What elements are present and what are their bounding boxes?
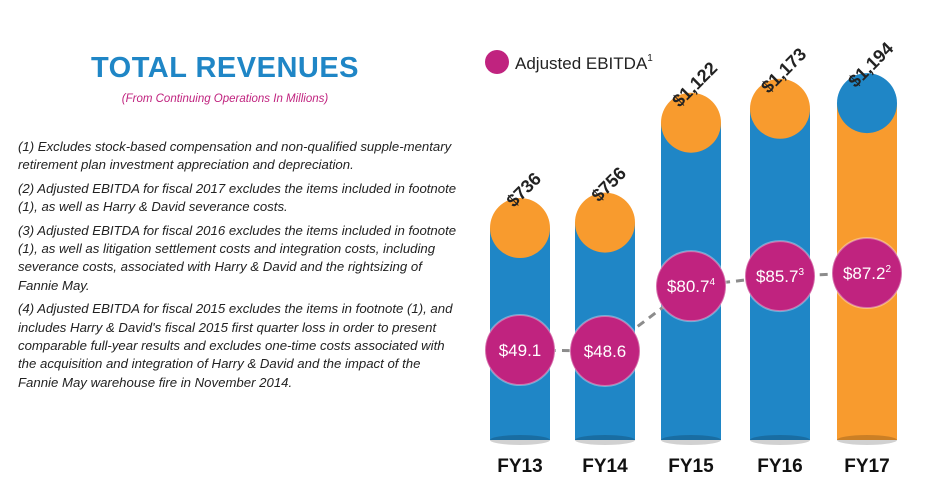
- legend-ebitda-marker: [485, 50, 509, 74]
- ebitda-marker: [745, 241, 815, 312]
- ebitda-value-label: $49.1: [499, 341, 542, 360]
- left-panel: TOTAL REVENUES (From Continuing Operatio…: [18, 52, 463, 397]
- revenue-cap: [837, 73, 897, 134]
- ebitda-value-text: $49.1: [499, 341, 542, 360]
- ebitda-marker: [570, 316, 640, 387]
- ebitda-value-text: $48.6: [584, 342, 627, 361]
- ebitda-footnote-marker: 3: [798, 267, 804, 278]
- ebitda-marker-ring: [744, 240, 816, 313]
- footnote-3: (3) Adjusted EBITDA for fiscal 2016 excl…: [18, 222, 457, 293]
- bar-base-shadow: [575, 435, 635, 445]
- bar-base-shadow: [490, 435, 550, 445]
- ebitda-value-text: $85.7: [756, 267, 799, 286]
- ebitda-value-label: $48.6: [584, 342, 627, 361]
- ebitda-value-text: $87.2: [843, 264, 886, 283]
- ebitda-marker-ring: [569, 315, 641, 388]
- bar-base-shadow: [837, 435, 897, 445]
- legend: Adjusted EBITDA1: [485, 50, 653, 74]
- ebitda-marker: [656, 251, 726, 322]
- ebitda-value-label: $85.73: [756, 267, 805, 286]
- x-tick-label: FY14: [582, 456, 628, 477]
- x-tick-label: FY15: [668, 456, 714, 477]
- revenue-cap: [750, 78, 810, 139]
- footnotes: (1) Excludes stock-based compensation an…: [18, 138, 463, 397]
- footnote-2: (2) Adjusted EBITDA for fiscal 2017 excl…: [18, 180, 457, 215]
- revenue-cap: [661, 92, 721, 153]
- ebitda-value-label: $80.74: [667, 277, 716, 296]
- ebitda-footnote-marker: 2: [885, 264, 891, 275]
- ebitda-marker: [485, 315, 555, 386]
- ebitda-marker: [832, 238, 902, 309]
- footnote-4: (4) Adjusted EBITDA for fiscal 2015 excl…: [18, 301, 453, 390]
- ebitda-markers-layer: $49.1 $48.6 $80.74 $85.73 $87.22: [484, 237, 903, 388]
- x-tick-label: FY17: [844, 456, 889, 477]
- x-tick-label: FY16: [757, 456, 802, 477]
- ebitda-footnote-marker: 4: [709, 277, 715, 288]
- ebitda-marker-ring: [484, 314, 556, 387]
- ebitda-value-label: $87.22: [843, 264, 892, 283]
- bar-base-shadow: [661, 435, 721, 445]
- x-tick-label: FY13: [497, 456, 542, 477]
- page-subtitle: (From Continuing Operations In Millions): [121, 93, 329, 105]
- ebitda-value-text: $80.7: [667, 277, 710, 296]
- page-title: TOTAL REVENUES: [90, 52, 360, 84]
- footnote-1: (1) Excludes stock-based compensation an…: [18, 139, 452, 173]
- revenue-cap: [490, 198, 550, 259]
- bar-base-shadow: [750, 435, 810, 445]
- revenue-cap: [575, 192, 635, 253]
- ebitda-marker-ring: [655, 250, 727, 323]
- ebitda-marker-ring: [831, 237, 903, 310]
- legend-ebitda-label: Adjusted EBITDA1: [515, 53, 653, 73]
